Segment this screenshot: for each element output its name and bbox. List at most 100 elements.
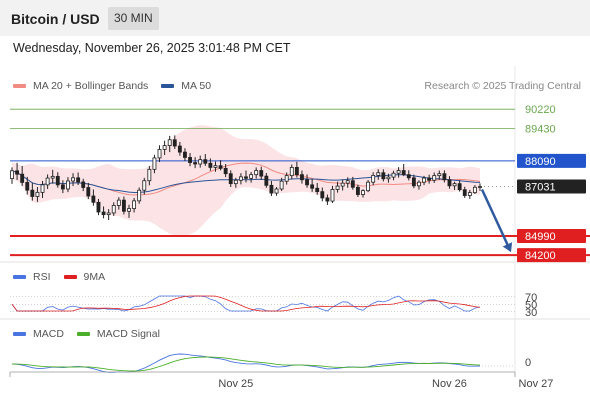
candle-body [116,199,121,206]
candle-body [132,200,137,210]
macd-signal-swatch [76,332,90,336]
rsi-level-label: 70 [525,292,537,304]
candle-body [345,180,350,184]
candle-body [396,170,401,174]
candle-body [188,157,192,163]
macd-signal-line [11,356,481,372]
credit-text: Research © 2025 Trading Central [424,80,581,92]
candle-body [254,170,259,176]
candle-body [10,170,14,179]
price-level-label: 84990 [525,231,556,243]
candle-body [457,183,462,191]
macd-line [11,353,481,373]
candle-body [442,173,447,181]
candle-body [274,188,279,194]
macd-signal-legend-label: MACD Signal [96,328,160,340]
candle-body [167,139,172,146]
rsi-line [11,295,481,312]
instrument-title: Bitcoin / USD [11,11,100,27]
candle-body [238,176,243,181]
rsi-ma-line [11,295,481,312]
candle-body [142,180,147,191]
candle-body [172,139,177,147]
candle-body [162,145,167,150]
candle-body [193,162,198,165]
timeframe-button[interactable]: 30 MIN [108,7,159,30]
candle-body [417,181,421,187]
candle-body [427,177,432,181]
candle-body [244,176,248,179]
candle-body [35,191,40,197]
candle-body [447,179,452,187]
rsi-swatch [13,275,26,279]
candle-body [300,174,304,181]
candle-body [101,211,106,216]
datetime-label: Wednesday, November 26, 2025 3:01:48 PM … [13,41,291,55]
macd-zero-label: 0 [525,357,531,369]
candle-body [152,157,157,170]
candle-body [71,177,75,182]
candle-body [376,172,381,176]
macd-swatch [13,332,26,336]
x-tick-label: Nov 25 [218,378,253,390]
candle-body [315,187,320,193]
candle-body [121,199,126,212]
candle-body [45,177,50,186]
candle-body [269,184,274,194]
candle-body [320,191,325,199]
candle-body [355,186,360,195]
rsi-level-label: 30 [525,307,537,319]
candle-body [40,184,45,193]
price-level-label: 90220 [525,104,556,116]
header-bar [0,0,590,36]
candle-body [386,176,391,180]
candle-body [284,175,289,182]
ma50-swatch [161,84,175,88]
candle-body [411,177,416,187]
candle-body [20,173,25,183]
candle-body [325,197,330,202]
candle-body [310,184,315,189]
macd-legend: MACD MACD Signal [13,328,173,340]
candle-body [289,166,294,177]
candle-body [279,180,284,190]
candle-body [361,190,365,195]
candle-body [305,179,309,186]
candle-body [218,165,223,169]
candle-body [147,168,152,182]
price-level-label: 88090 [525,156,556,168]
candle-body [86,187,91,197]
candle-body [228,173,233,185]
price-label-box [517,153,586,168]
candle-body [55,175,60,186]
candle-body [25,182,30,191]
candle-body [111,205,116,214]
candle-body [249,174,254,179]
candle-body [91,195,96,203]
candle-body [340,182,345,187]
x-tick-label: Nov 27 [519,378,554,390]
candle-body [381,172,386,180]
candle-body [478,186,482,188]
candle-body [422,177,426,183]
candle-body [391,172,396,178]
rsi-legend-label: RSI [33,271,51,283]
candle-body [462,189,467,196]
rsi-ma-swatch [63,275,77,279]
candle-body [106,212,111,216]
candle-body [30,189,35,197]
candle-body [366,181,371,192]
ma20-swatch [13,84,26,88]
candle-body [137,189,142,202]
candle-body [259,170,264,177]
candle-body [437,173,442,177]
candle-body [371,174,376,183]
candle-body [76,177,81,183]
rsi-level-label: 50 [525,299,537,311]
candle-body [203,159,208,164]
candle-body [335,185,340,190]
price-level-label: 87031 [525,182,556,194]
candle-body [452,183,457,187]
candle-body [15,170,20,175]
